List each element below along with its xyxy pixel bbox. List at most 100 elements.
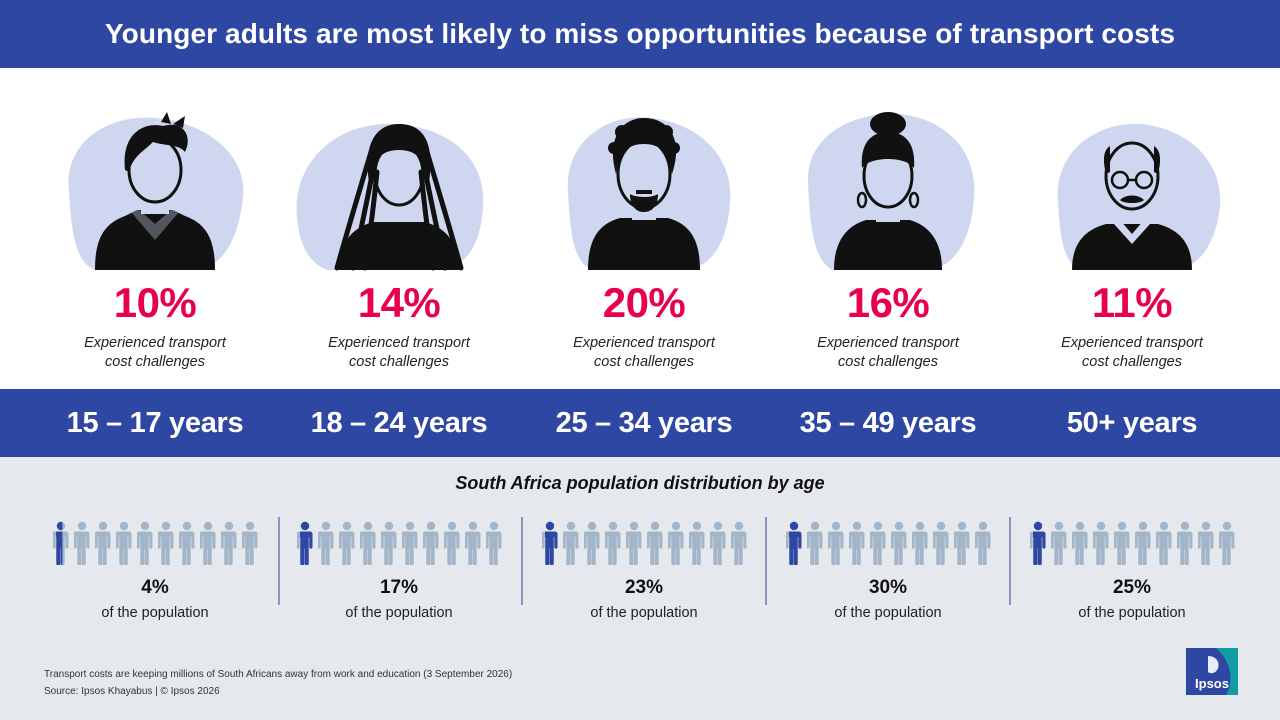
people-icon-array (542, 521, 747, 565)
population-caption: of the population (101, 605, 209, 621)
pct-caption: Experienced transport cost challenges (817, 335, 959, 370)
person-icon (828, 521, 844, 565)
persona-row: 10% Experienced transport cost challenge… (0, 112, 1280, 382)
persona-35-49: 16% Experienced transport cost challenge… (766, 112, 1010, 372)
person-icon (954, 521, 970, 565)
young-woman-dreadlocks-icon (296, 123, 484, 271)
person-icon (563, 521, 579, 565)
person-icon (891, 521, 907, 565)
age-label: 15 – 17 years (66, 406, 244, 439)
title-banner: Younger adults are most likely to miss o… (0, 0, 1280, 68)
age-label: 25 – 34 years (555, 406, 733, 439)
age-label: 35 – 49 years (799, 406, 977, 439)
person-icon (647, 521, 663, 565)
age-label: 18 – 24 years (310, 406, 488, 439)
population-caption: of the population (1078, 605, 1186, 621)
people-icon-array (786, 521, 991, 565)
population-panel: South Africa population distribution by … (0, 457, 1280, 720)
pct-caption: Experienced transport cost challenges (328, 335, 470, 370)
source-note: Transport costs are keeping millions of … (44, 669, 513, 680)
population-title: South Africa population distribution by … (455, 473, 825, 493)
teen-boy-icon (68, 112, 244, 270)
age-label: 50+ years (1066, 406, 1198, 439)
pct-label: 14% (357, 279, 441, 326)
pct-caption: Experienced transport cost challenges (573, 335, 715, 370)
person-icon (1156, 521, 1172, 565)
person-icon (1114, 521, 1130, 565)
person-icon (605, 521, 621, 565)
divider (521, 517, 523, 605)
person-icon (1051, 521, 1067, 565)
age-band: 15 – 17 years 18 – 24 years 25 – 34 year… (0, 389, 1280, 457)
population-pct: 23% (624, 577, 664, 598)
pct-label: 16% (846, 279, 930, 326)
person-icon (339, 521, 355, 565)
source-credit: Source: Ipsos Khayabus | © Ipsos 2026 (44, 686, 220, 697)
person-icon (1135, 521, 1151, 565)
person-icon (807, 521, 823, 565)
people-icon-array (297, 521, 502, 565)
divider (278, 517, 280, 605)
pct-caption: Experienced transport cost challenges (1061, 335, 1203, 370)
person-icon (1072, 521, 1088, 565)
person-icon (626, 521, 642, 565)
population-pct: 30% (868, 577, 908, 598)
footer: Transport costs are keeping millions of … (44, 666, 512, 700)
person-icon (360, 521, 376, 565)
person-icon (710, 521, 726, 565)
population-group: 23% of the population (522, 519, 766, 621)
person-icon (423, 521, 439, 565)
population-pct: 17% (379, 577, 419, 598)
person-icon (74, 521, 90, 565)
person-icon (318, 521, 334, 565)
ipsos-logo-icon[interactable]: Ipsos (1186, 648, 1238, 695)
person-icon (95, 521, 111, 565)
person-icon (242, 521, 258, 565)
person-icon (689, 521, 705, 565)
population-caption: of the population (834, 605, 942, 621)
person-icon (200, 521, 216, 565)
persona-15-17: 10% Experienced transport cost challenge… (33, 112, 277, 372)
pct-caption: Experienced transport cost challenges (84, 335, 226, 370)
population-group: 4% of the population (33, 519, 277, 621)
pct-label: 11% (1091, 279, 1173, 326)
bearded-man-icon (567, 117, 731, 270)
population-pct: 25% (1112, 577, 1152, 598)
page-title: Younger adults are most likely to miss o… (104, 18, 1176, 49)
divider (765, 517, 767, 605)
persona-18-24: 14% Experienced transport cost challenge… (277, 112, 521, 372)
divider (1009, 517, 1011, 605)
person-icon (668, 521, 684, 565)
person-icon (584, 521, 600, 565)
person-icon (465, 521, 481, 565)
person-icon (870, 521, 886, 565)
population-pct: 4% (141, 577, 169, 598)
person-icon (849, 521, 865, 565)
person-icon (1198, 521, 1214, 565)
person-icon (158, 521, 174, 565)
person-icon (975, 521, 991, 565)
person-icon (1219, 521, 1235, 565)
woman-bun-earrings-icon (807, 112, 975, 270)
person-icon (1093, 521, 1109, 565)
person-icon (221, 521, 237, 565)
older-man-glasses-icon (1057, 123, 1221, 270)
person-icon (137, 521, 153, 565)
person-icon (933, 521, 949, 565)
person-icon (116, 521, 132, 565)
persona-25-34: 20% Experienced transport cost challenge… (522, 112, 766, 372)
population-caption: of the population (345, 605, 453, 621)
logo-text: Ipsos (1195, 676, 1229, 691)
people-icon-array (53, 521, 258, 565)
person-icon (444, 521, 460, 565)
people-icon-array (1030, 521, 1235, 565)
person-icon (912, 521, 928, 565)
person-icon (179, 521, 195, 565)
pct-label: 20% (602, 279, 686, 326)
persona-50-plus: 11% Experienced transport cost challenge… (1010, 112, 1254, 372)
population-group: 25% of the population (1010, 519, 1254, 621)
population-group: 30% of the population (766, 519, 1010, 621)
person-icon (402, 521, 418, 565)
person-icon (1177, 521, 1193, 565)
person-icon (381, 521, 397, 565)
